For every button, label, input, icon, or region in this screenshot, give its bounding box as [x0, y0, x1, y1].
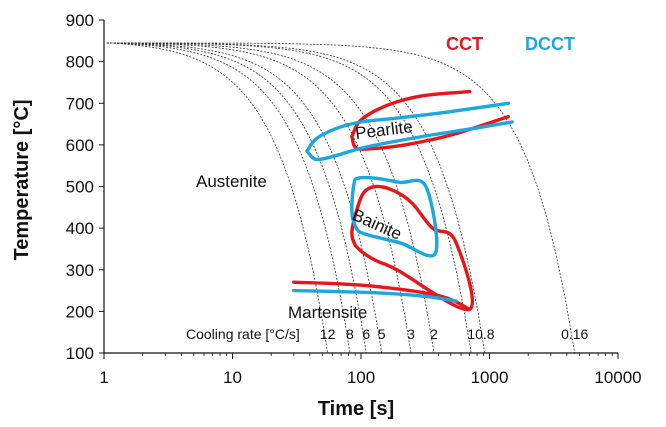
cooling-curve-2 — [106, 42, 435, 354]
cooling-rate-label-5: 5 — [378, 326, 386, 342]
dcct-bainite-line — [350, 175, 439, 258]
y-tick-label-700: 700 — [66, 94, 94, 113]
y-tick-label-600: 600 — [66, 136, 94, 155]
y-tick-label-400: 400 — [66, 219, 94, 238]
martensite-label: Martensite — [288, 303, 367, 322]
austenite-label: Austenite — [196, 172, 267, 191]
y-tick-label-800: 800 — [66, 53, 94, 72]
dcct-pearlite-lower-line — [305, 120, 514, 162]
x-tick-label-100: 100 — [347, 368, 375, 387]
cooling-curve-5 — [106, 42, 383, 354]
x-tick-label-10000: 10000 — [594, 368, 641, 387]
cooling-curve-6 — [106, 42, 367, 354]
dcct-martensite-start-line — [292, 288, 458, 303]
y-tick-label-300: 300 — [66, 261, 94, 280]
cooling-rate-label-8: 8 — [346, 326, 354, 342]
x-tick-label-10: 10 — [223, 368, 242, 387]
y-tick-label-100: 100 — [66, 344, 94, 363]
x-axis-title: Time [s] — [318, 398, 394, 420]
transformation-series — [292, 89, 514, 312]
cooling-rate-label-0.8: 0.8 — [475, 326, 495, 342]
y-tick-label-500: 500 — [66, 178, 94, 197]
annotations: Time [s] Temperature [°C] Austenite Pear… — [11, 34, 575, 420]
axes: 100 200 300 400 500 600 700 800 900 1 10 100 1000 100… — [66, 11, 642, 387]
cooling-rate-label-2: 2 — [430, 326, 438, 342]
cooling-rate-label-1: 1 — [467, 326, 475, 342]
cct-bainite-line — [350, 184, 475, 312]
y-axis-title: Temperature [°C] — [11, 100, 33, 261]
cooling-rate-label-0.16: 0.16 — [561, 326, 588, 342]
cct-pearlite-lower-line — [350, 114, 510, 151]
x-tick-label-1000: 1000 — [471, 368, 509, 387]
x-tick-label-1: 1 — [99, 368, 108, 387]
legend-dcct: DCCT — [525, 34, 575, 54]
cct-pearlite-upper-line — [350, 89, 472, 139]
dcct-pearlite-upper-line — [305, 101, 510, 153]
cooling-rate-label-3: 3 — [407, 326, 415, 342]
cooling-rate-label-12: 12 — [320, 326, 336, 342]
y-tick-label-900: 900 — [66, 11, 94, 30]
y-tick-label-200: 200 — [66, 302, 94, 321]
cooling-rate-label-6: 6 — [362, 326, 370, 342]
cooling-rate-title: Cooling rate [°C/s] — [186, 326, 300, 342]
cct-martensite-start-line — [292, 280, 472, 311]
legend-cct: CCT — [446, 34, 483, 54]
